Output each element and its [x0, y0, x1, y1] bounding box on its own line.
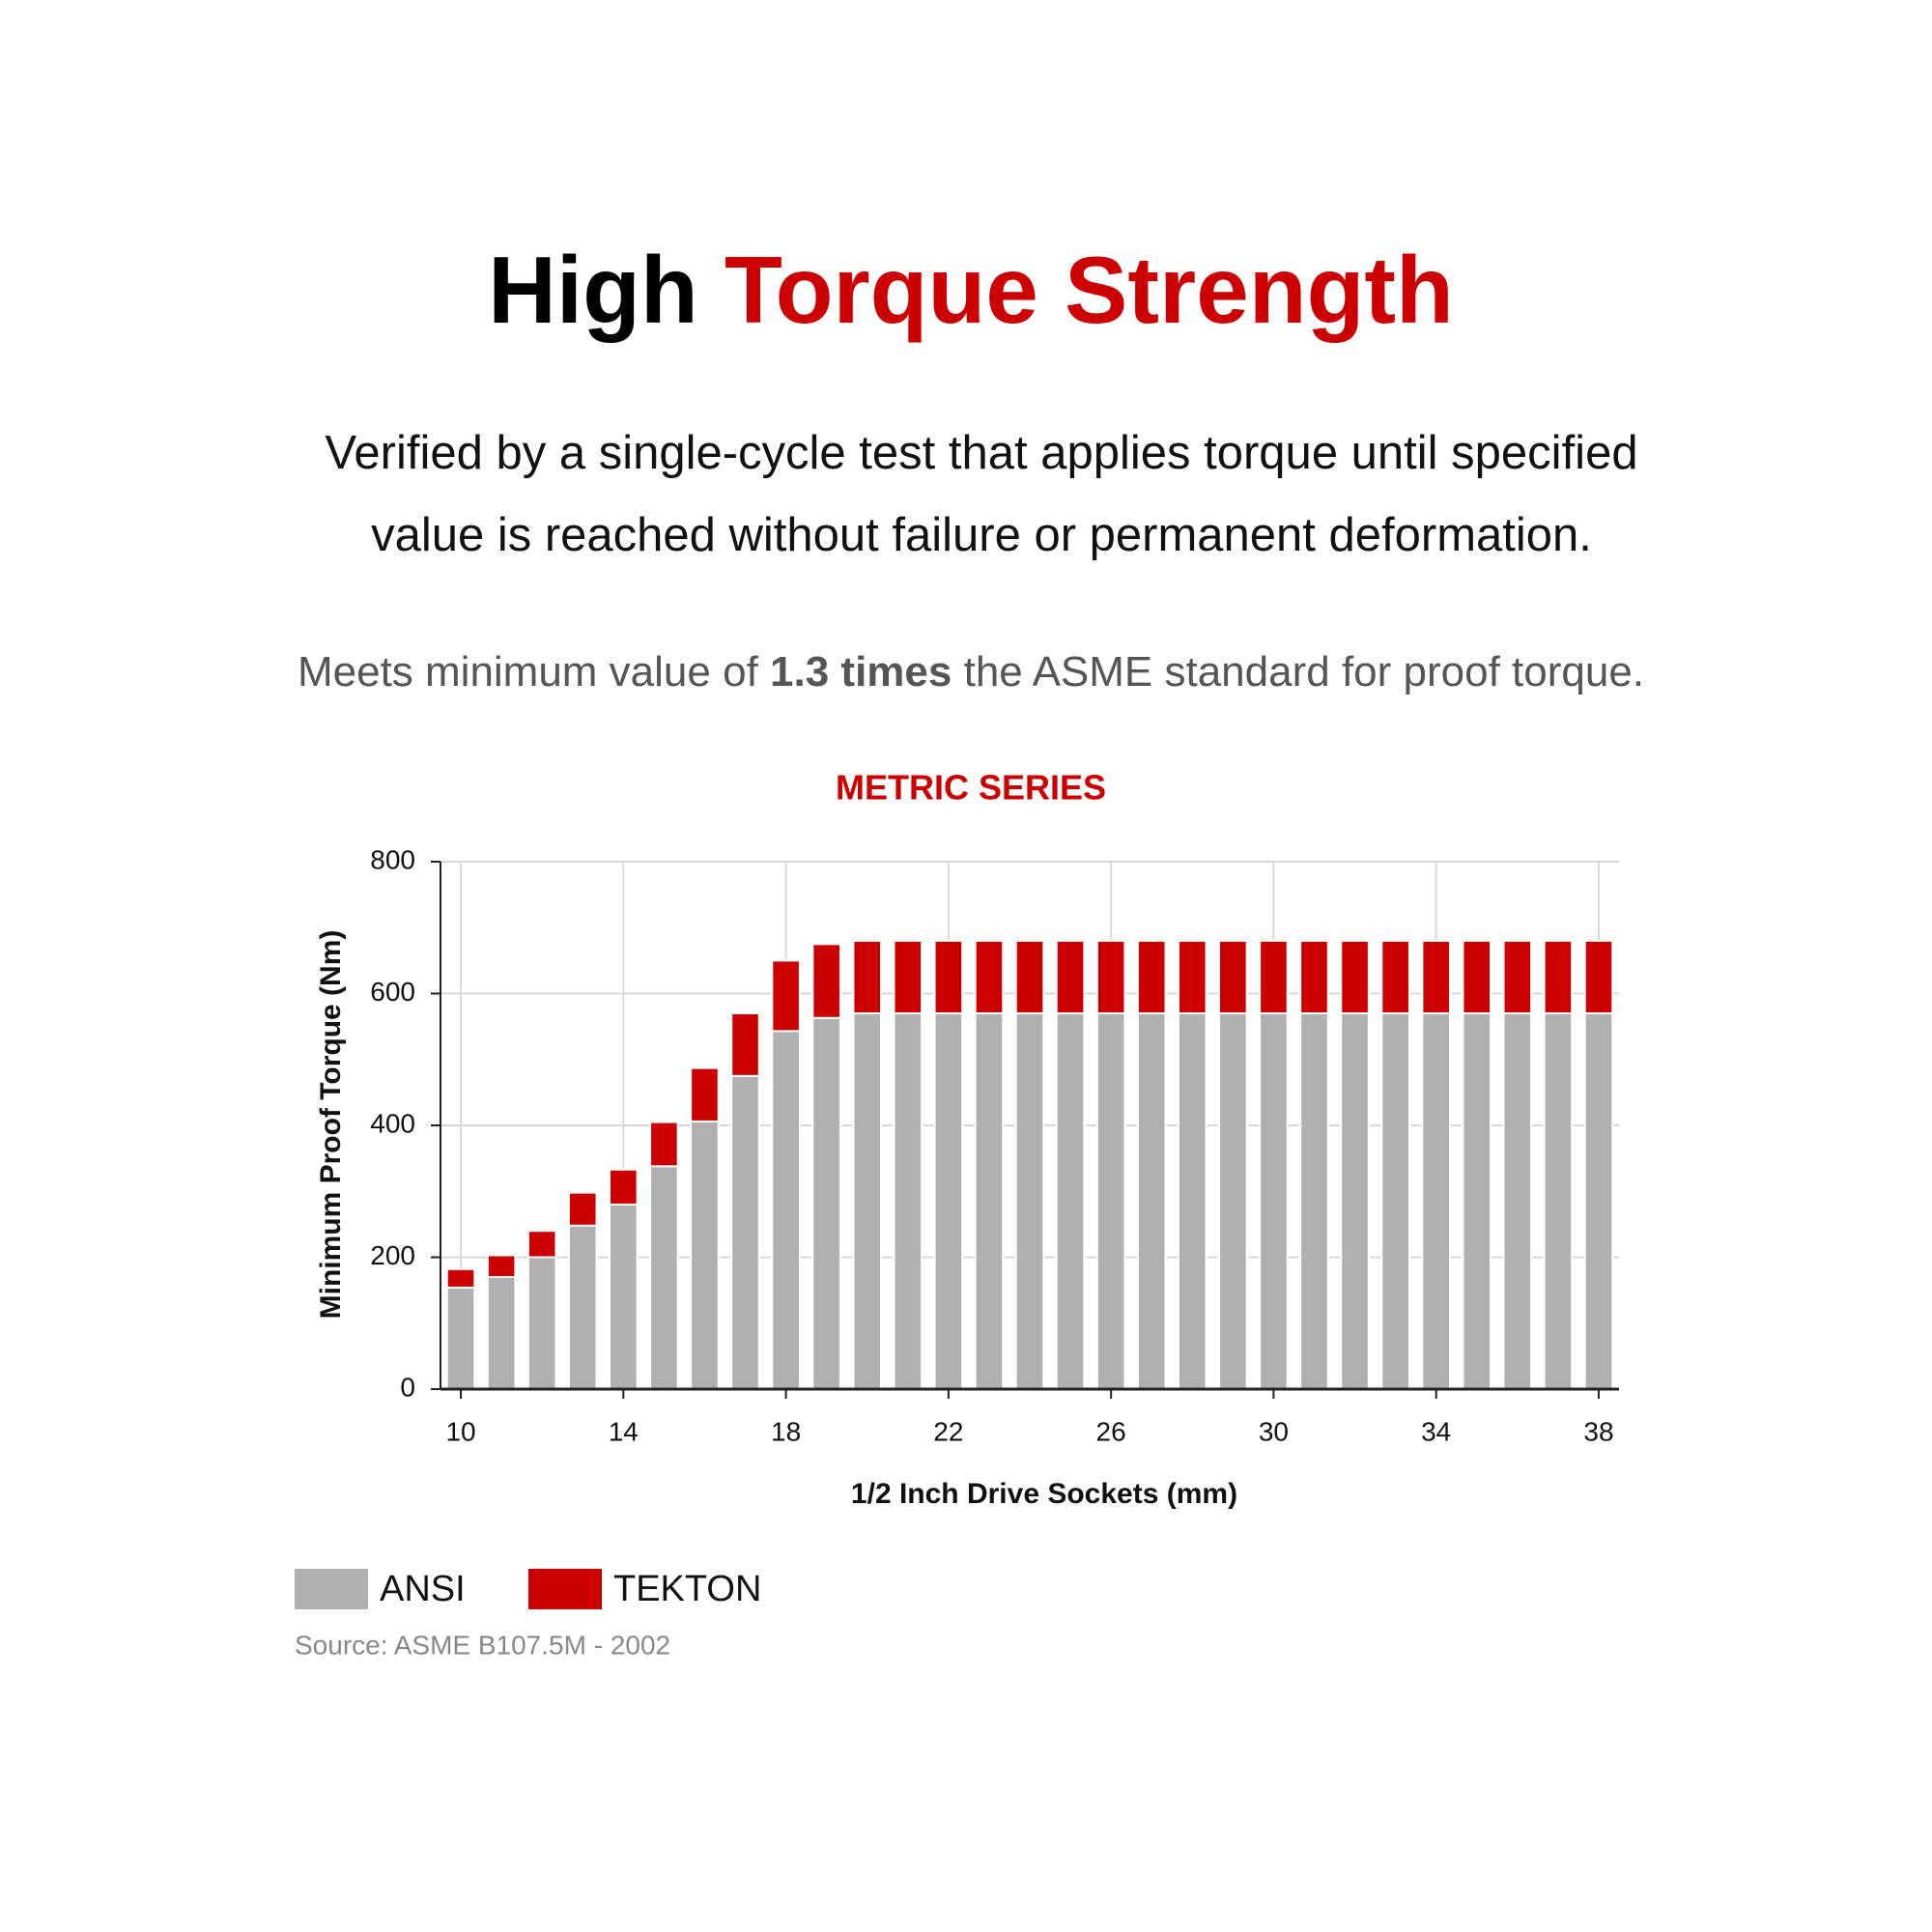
bar-segment — [1502, 939, 1533, 1014]
description-line: Verified by a single-cycle test that app… — [325, 427, 1637, 479]
bar-segment — [1177, 1011, 1208, 1390]
x-tick-label: 22 — [933, 1416, 963, 1446]
bar-segment — [690, 1066, 720, 1122]
bar-segment — [445, 1286, 476, 1391]
bar-segment — [567, 1191, 598, 1227]
bar-segment — [649, 1121, 679, 1168]
title-part: Torque Strength — [724, 237, 1454, 343]
y-axis-label: Minimum Proof Torque (Nm) — [315, 930, 347, 1320]
bar-segment — [1340, 1011, 1370, 1390]
title-part: High — [488, 237, 724, 343]
bar-segment — [1095, 939, 1126, 1014]
bar-segment — [609, 1203, 639, 1391]
source-note: Source: ASME B107.5M - 2002 — [295, 1630, 670, 1660]
bar-segment — [1218, 939, 1248, 1014]
bar-segment — [1014, 1011, 1045, 1390]
bar-segment — [526, 1256, 557, 1390]
bar-segment — [609, 1168, 639, 1206]
x-tick-label: 18 — [771, 1416, 801, 1446]
bar-segment — [445, 1267, 476, 1289]
y-tick-label: 400 — [370, 1108, 415, 1138]
legend-swatch — [528, 1569, 602, 1609]
bar-segment — [1421, 939, 1451, 1014]
y-tick-label: 800 — [370, 844, 415, 874]
bar-segment — [567, 1224, 598, 1390]
bar-segment — [1380, 939, 1410, 1014]
bar-segment — [1543, 939, 1574, 1014]
bar-segment — [811, 943, 841, 1019]
page-title: High Torque Strength — [488, 237, 1454, 343]
bar-segment — [1583, 939, 1614, 1014]
bar-segment — [974, 939, 1005, 1014]
bar-segment — [1177, 939, 1208, 1014]
legend-label: ANSI — [380, 1569, 466, 1609]
bar-segment — [1380, 1011, 1410, 1390]
bar-segment — [933, 939, 964, 1014]
bar-segment — [486, 1254, 517, 1278]
bar-segment — [1014, 939, 1045, 1014]
note-part: 1.3 times — [770, 648, 952, 696]
bar-segment — [1462, 939, 1492, 1014]
bar-segment — [771, 959, 801, 1033]
bar-segment — [1055, 939, 1086, 1014]
y-tick-label: 200 — [370, 1240, 415, 1270]
note-part: Meets minimum value of — [298, 648, 770, 696]
bar-segment — [730, 1011, 760, 1077]
bar-segment — [1421, 1011, 1451, 1390]
x-tick-label: 34 — [1421, 1416, 1451, 1446]
bar-segment — [893, 1011, 923, 1390]
bar-segment — [649, 1165, 679, 1390]
bar-segment — [486, 1275, 517, 1390]
bar-segment — [974, 1011, 1005, 1390]
bar-segment — [893, 939, 923, 1014]
bar-segment — [852, 1011, 883, 1390]
x-tick-label: 14 — [609, 1416, 639, 1446]
chart-title: METRIC SERIES — [836, 768, 1106, 808]
bar-segment — [690, 1120, 720, 1391]
note: Meets minimum value of 1.3 times the ASM… — [298, 648, 1644, 696]
bar-segment — [1299, 1011, 1329, 1390]
bar-segment — [1055, 1011, 1086, 1390]
x-tick-label: 26 — [1096, 1416, 1126, 1446]
y-tick-label: 0 — [400, 1372, 415, 1402]
x-axis-label: 1/2 Inch Drive Sockets (mm) — [851, 1478, 1237, 1510]
bar-segment — [1136, 939, 1167, 1014]
bar-segment — [852, 939, 883, 1014]
y-tick-label: 600 — [370, 977, 415, 1007]
bar-segment — [811, 1016, 841, 1390]
bar-segment — [1259, 939, 1289, 1014]
description-line: value is reached without failure or perm… — [371, 509, 1592, 561]
note-part: the ASME standard for proof torque. — [952, 648, 1644, 696]
x-tick-label: 38 — [1583, 1416, 1613, 1446]
legend-label: TEKTON — [613, 1569, 761, 1609]
bar-segment — [1259, 1011, 1289, 1390]
bar-segment — [1340, 939, 1370, 1014]
legend-swatch — [295, 1569, 368, 1609]
x-tick-label: 30 — [1259, 1416, 1289, 1446]
bar-segment — [1543, 1011, 1574, 1390]
bar-segment — [1136, 1011, 1167, 1390]
bar-segment — [1583, 1011, 1614, 1390]
bar-segment — [1218, 1011, 1248, 1390]
bar-segment — [1095, 1011, 1126, 1390]
bar-segment — [526, 1230, 557, 1259]
bar-segment — [1462, 1011, 1492, 1390]
bar-segment — [771, 1030, 801, 1390]
x-tick-label: 10 — [445, 1416, 475, 1446]
bar-segment — [933, 1011, 964, 1390]
bar-segment — [730, 1074, 760, 1390]
bar-segment — [1502, 1011, 1533, 1390]
bar-segment — [1299, 939, 1329, 1014]
